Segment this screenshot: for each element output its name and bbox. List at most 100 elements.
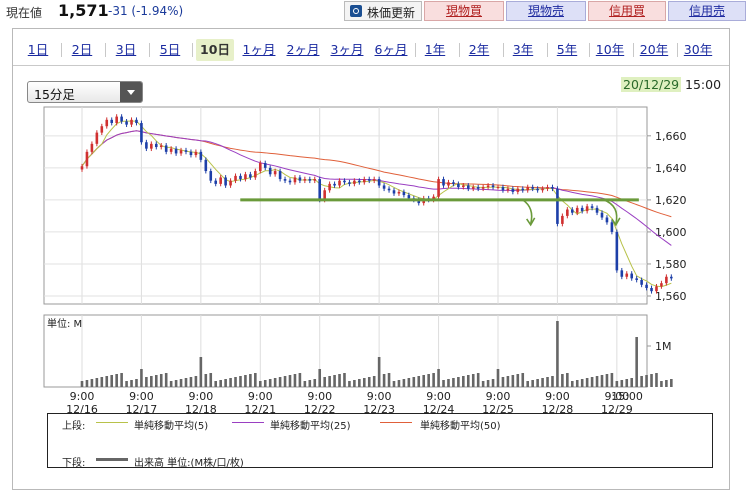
volume-bar (174, 380, 178, 387)
volume-bar (476, 373, 480, 387)
volume-bar (318, 369, 322, 387)
volume-bar (615, 381, 619, 387)
candle-body (437, 179, 440, 197)
candle-body (328, 183, 331, 191)
candle-body (358, 180, 361, 183)
candle-body (491, 185, 495, 188)
tab-separator (415, 43, 416, 57)
volume-bar (288, 375, 292, 387)
candle-body (254, 171, 257, 178)
range-tab-3y[interactable]: 3年 (512, 42, 534, 57)
range-tab-1d[interactable]: 1日 (27, 42, 49, 57)
range-tab-1m[interactable]: 1ヶ月 (242, 42, 276, 57)
candle-body (184, 150, 188, 152)
volume-bar (303, 381, 307, 387)
interval-select[interactable]: 15分足 (27, 81, 143, 103)
current-price-label: 現在値 (6, 6, 43, 20)
candle-body (635, 278, 638, 280)
volume-bar (600, 375, 604, 387)
candle-body (556, 188, 559, 224)
candle-body (199, 151, 203, 160)
candle-body (338, 180, 341, 186)
volume-bar (655, 373, 658, 387)
current-price-value: 1,571 (58, 1, 109, 20)
candle-body (263, 163, 267, 168)
candle-body (660, 283, 663, 287)
range-tab-6m[interactable]: 6ヶ月 (374, 42, 408, 57)
downtrend-arrow-icon (611, 217, 621, 227)
x-tick-time: 9:00 (70, 390, 95, 403)
range-tab-2d[interactable]: 2日 (71, 42, 93, 57)
margin-buy-button[interactable]: 信用買 (588, 1, 666, 21)
x-tick-date: 12/16 (66, 403, 98, 413)
volume-bar (184, 378, 188, 387)
quote-header: 現在値 1,571 -31 (-1.94%) 株価更新 現物買 現物売 信用買 … (0, 0, 748, 24)
candle-body (219, 177, 222, 184)
range-tab-10d[interactable]: 10日 (196, 39, 234, 61)
y-tick-label: 1,620 (655, 194, 687, 207)
chart-legend: 上段: 単純移動平均(5) 単純移動平均(25) 単純移動平均(50) 下段: … (47, 413, 713, 469)
cash-sell-button[interactable]: 現物売 (506, 1, 586, 21)
candle-body (486, 185, 490, 188)
volume-bar (546, 377, 549, 387)
tab-separator (149, 43, 150, 57)
x-tick-time: 9:00 (426, 390, 451, 403)
candle-body (273, 171, 277, 175)
volume-bar (367, 377, 371, 387)
range-tab-5y[interactable]: 5年 (556, 42, 578, 57)
candle-body (407, 195, 411, 199)
candle-body (323, 190, 326, 200)
refresh-price-label: 株価更新 (367, 6, 416, 20)
volume-bar (95, 378, 99, 387)
volume-bar (575, 380, 579, 387)
volume-bar (447, 379, 450, 387)
range-tab-2y[interactable]: 2年 (468, 42, 490, 57)
range-tab-3m[interactable]: 3ヶ月 (330, 42, 364, 57)
volume-bar (536, 379, 539, 387)
volume-bar (580, 379, 584, 387)
range-tab-2m[interactable]: 2ヶ月 (286, 42, 320, 57)
volume-bar (491, 379, 495, 387)
volume-bar (298, 373, 302, 387)
volume-bar (80, 381, 84, 387)
candle-body (343, 180, 346, 183)
price-change: -31 (-1.94%) (108, 4, 184, 18)
candle-body (432, 196, 435, 200)
volume-bar (382, 374, 386, 387)
price-plot-area (43, 106, 648, 305)
range-tab-1y[interactable]: 1年 (424, 42, 446, 57)
tab-separator (589, 43, 590, 57)
volume-bar (273, 378, 277, 387)
volume-bar (362, 378, 366, 387)
x-tick-time: 9:00 (545, 390, 570, 403)
timestamp-date: 20/12/29 (621, 77, 682, 92)
range-tab-30y[interactable]: 30年 (683, 42, 713, 57)
candle-body (194, 151, 198, 156)
candle-body (585, 206, 589, 212)
volume-bar (214, 381, 218, 387)
candle-body (541, 188, 544, 191)
range-tab-20y[interactable]: 20年 (639, 42, 669, 57)
range-tab-3d[interactable]: 3日 (115, 42, 137, 57)
volume-bar (343, 373, 346, 387)
x-tick-date: 12/24 (423, 403, 455, 413)
candle-body (159, 145, 163, 148)
volume-bar (551, 376, 554, 387)
volume-bar (283, 376, 287, 387)
candle-body (630, 273, 634, 279)
candle-body (640, 279, 643, 285)
range-tab-10y[interactable]: 10年 (595, 42, 625, 57)
candle-body (392, 190, 396, 194)
tab-separator (61, 43, 62, 57)
cash-buy-button[interactable]: 現物買 (424, 1, 504, 21)
volume-unit-label: 単位: M (47, 317, 82, 330)
volume-bar (145, 377, 148, 387)
refresh-price-button[interactable]: 株価更新 (344, 1, 422, 21)
range-tab-5d[interactable]: 5日 (159, 42, 181, 57)
candle-body (154, 143, 158, 148)
volume-bar (466, 375, 470, 387)
y-tick-label: 1,640 (655, 162, 687, 175)
candle-body (234, 175, 237, 181)
margin-sell-button[interactable]: 信用売 (668, 1, 746, 21)
candle-body (575, 207, 579, 213)
